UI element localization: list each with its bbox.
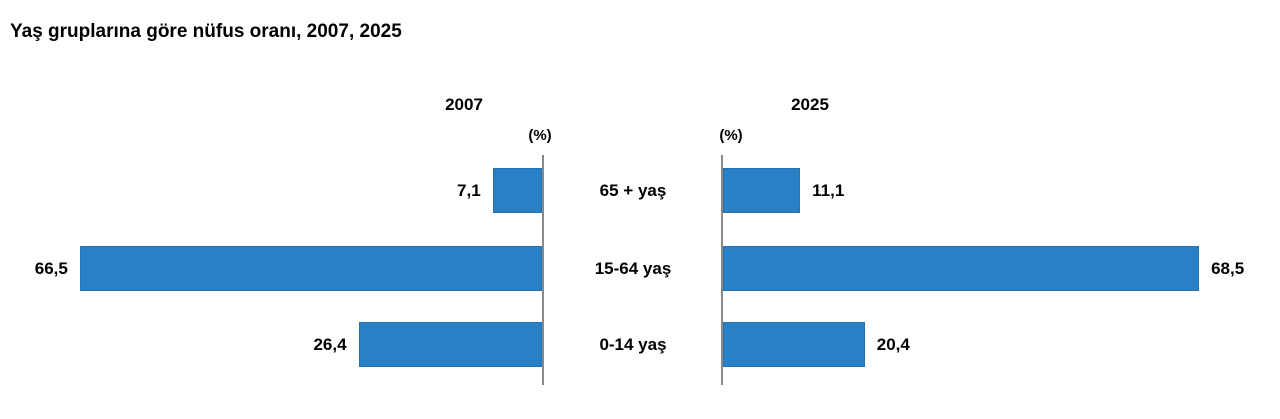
series-header-2025: 2025: [791, 95, 829, 114]
category-label-15-64-yas: 15-64 yaş: [594, 259, 672, 278]
left-axis-line: [542, 155, 544, 385]
bar-2007-65-yas: [492, 168, 542, 213]
percent-unit-label-right: (%): [719, 127, 743, 144]
value-label-2007-65-yas: 7,1: [457, 181, 481, 200]
value-label-2025-0-14-yas: 20,4: [876, 335, 910, 354]
bar-2007-0-14-yas: [358, 322, 542, 367]
bar-2025-65-yas: [723, 168, 801, 213]
percent-unit-label-left: (%): [528, 127, 552, 144]
right-axis-line: [721, 155, 723, 385]
value-label-2007-0-14-yas: 26,4: [313, 335, 347, 354]
value-label-2007-15-64-yas: 66,5: [34, 259, 68, 278]
bar-2025-0-14-yas: [723, 322, 865, 367]
series-header-2007: 2007: [445, 95, 483, 114]
bar-2007-15-64-yas: [79, 246, 542, 291]
category-label-65-yas: 65 + yaş: [599, 181, 667, 200]
bar-2025-15-64-yas: [723, 246, 1200, 291]
chart-title: Yaş gruplarına göre nüfus oranı, 2007, 2…: [10, 21, 402, 42]
value-label-2025-65-yas: 11,1: [812, 181, 845, 200]
value-label-2025-15-64-yas: 68,5: [1211, 259, 1245, 278]
category-label-0-14-yas: 0-14 yaş: [599, 335, 667, 354]
